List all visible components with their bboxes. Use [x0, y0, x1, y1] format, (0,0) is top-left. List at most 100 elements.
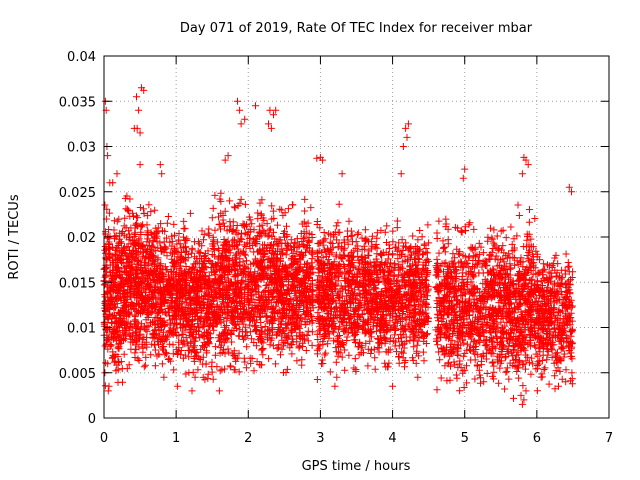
- data-point: [283, 365, 291, 373]
- data-point: [149, 318, 156, 326]
- data-point: [352, 366, 360, 373]
- data-point: [144, 212, 152, 220]
- data-point: [409, 232, 417, 240]
- data-point: [463, 362, 470, 370]
- data-point: [107, 301, 115, 309]
- data-point: [304, 219, 312, 227]
- data-point: [134, 355, 142, 363]
- data-point: [181, 243, 189, 251]
- data-point: [135, 334, 143, 342]
- data-point: [132, 242, 140, 250]
- data-point: [140, 205, 147, 213]
- data-point: [151, 256, 159, 264]
- data-point: [263, 220, 271, 228]
- data-point: [301, 207, 309, 215]
- data-point: [475, 239, 483, 247]
- data-point: [136, 330, 144, 338]
- data-point: [258, 196, 266, 204]
- data-point: [145, 281, 152, 289]
- data-point: [163, 234, 171, 242]
- data-point: [435, 249, 443, 257]
- data-point: [136, 204, 144, 211]
- data-point: [413, 341, 421, 349]
- data-point: [149, 334, 157, 342]
- data-point: [213, 363, 221, 371]
- data-point: [488, 359, 496, 367]
- data-point: [149, 275, 157, 283]
- data-point: [115, 323, 123, 331]
- data-point: [423, 249, 431, 257]
- data-point: [177, 266, 185, 274]
- data-point: [393, 217, 401, 225]
- data-point: [114, 254, 122, 262]
- data-point: [209, 375, 217, 383]
- data-point: [208, 214, 216, 222]
- data-point: [122, 224, 130, 232]
- data-point: [110, 353, 118, 361]
- data-points: [100, 84, 577, 408]
- data-point: [143, 238, 151, 246]
- data-point: [480, 378, 488, 386]
- data-point: [243, 257, 250, 265]
- data-point: [130, 317, 138, 325]
- data-point: [132, 307, 140, 315]
- data-point: [242, 364, 250, 372]
- data-point: [141, 341, 149, 349]
- data-point: [107, 277, 115, 285]
- data-point: [315, 239, 323, 247]
- data-point: [470, 225, 478, 233]
- data-point: [129, 209, 137, 217]
- data-point: [226, 197, 234, 205]
- data-point: [361, 226, 369, 234]
- data-point: [131, 278, 138, 286]
- data-point: [217, 189, 225, 197]
- data-point: [433, 386, 441, 394]
- data-point: [320, 229, 328, 236]
- data-point: [453, 374, 461, 382]
- data-point: [126, 195, 134, 203]
- data-point: [133, 212, 140, 220]
- data-point: [101, 201, 109, 209]
- data-point: [122, 263, 130, 270]
- data-point: [441, 248, 449, 256]
- data-point: [150, 243, 158, 251]
- data-point: [266, 225, 274, 233]
- data-point: [436, 356, 444, 364]
- data-point: [127, 290, 135, 298]
- data-point: [138, 223, 146, 231]
- data-point: [150, 253, 158, 261]
- data-point: [371, 365, 379, 373]
- data-point: [381, 228, 389, 236]
- data-point: [170, 220, 178, 228]
- data-point: [289, 201, 297, 209]
- data-point: [128, 300, 136, 308]
- data-point: [102, 280, 109, 288]
- data-point: [328, 240, 336, 247]
- data-point: [123, 296, 131, 304]
- data-point: [150, 330, 158, 338]
- data-point: [182, 370, 190, 378]
- data-point: [119, 228, 127, 235]
- data-point: [120, 350, 128, 358]
- data-point: [307, 204, 315, 212]
- data-point: [123, 233, 131, 241]
- data-point: [127, 320, 135, 328]
- data-point: [256, 199, 264, 207]
- data-point: [140, 324, 148, 332]
- data-point: [114, 344, 122, 352]
- data-point: [410, 343, 418, 351]
- data-point: [135, 289, 143, 297]
- data-point: [110, 329, 118, 337]
- data-point: [115, 341, 123, 349]
- data-point: [191, 373, 199, 381]
- data-point: [130, 213, 137, 220]
- data-point: [116, 235, 123, 243]
- data-point: [209, 204, 217, 212]
- data-point: [200, 236, 207, 244]
- data-point: [127, 240, 135, 248]
- data-point: [277, 351, 284, 359]
- data-point: [322, 349, 330, 357]
- data-point: [105, 250, 113, 258]
- data-point: [444, 236, 452, 244]
- data-point: [130, 256, 138, 264]
